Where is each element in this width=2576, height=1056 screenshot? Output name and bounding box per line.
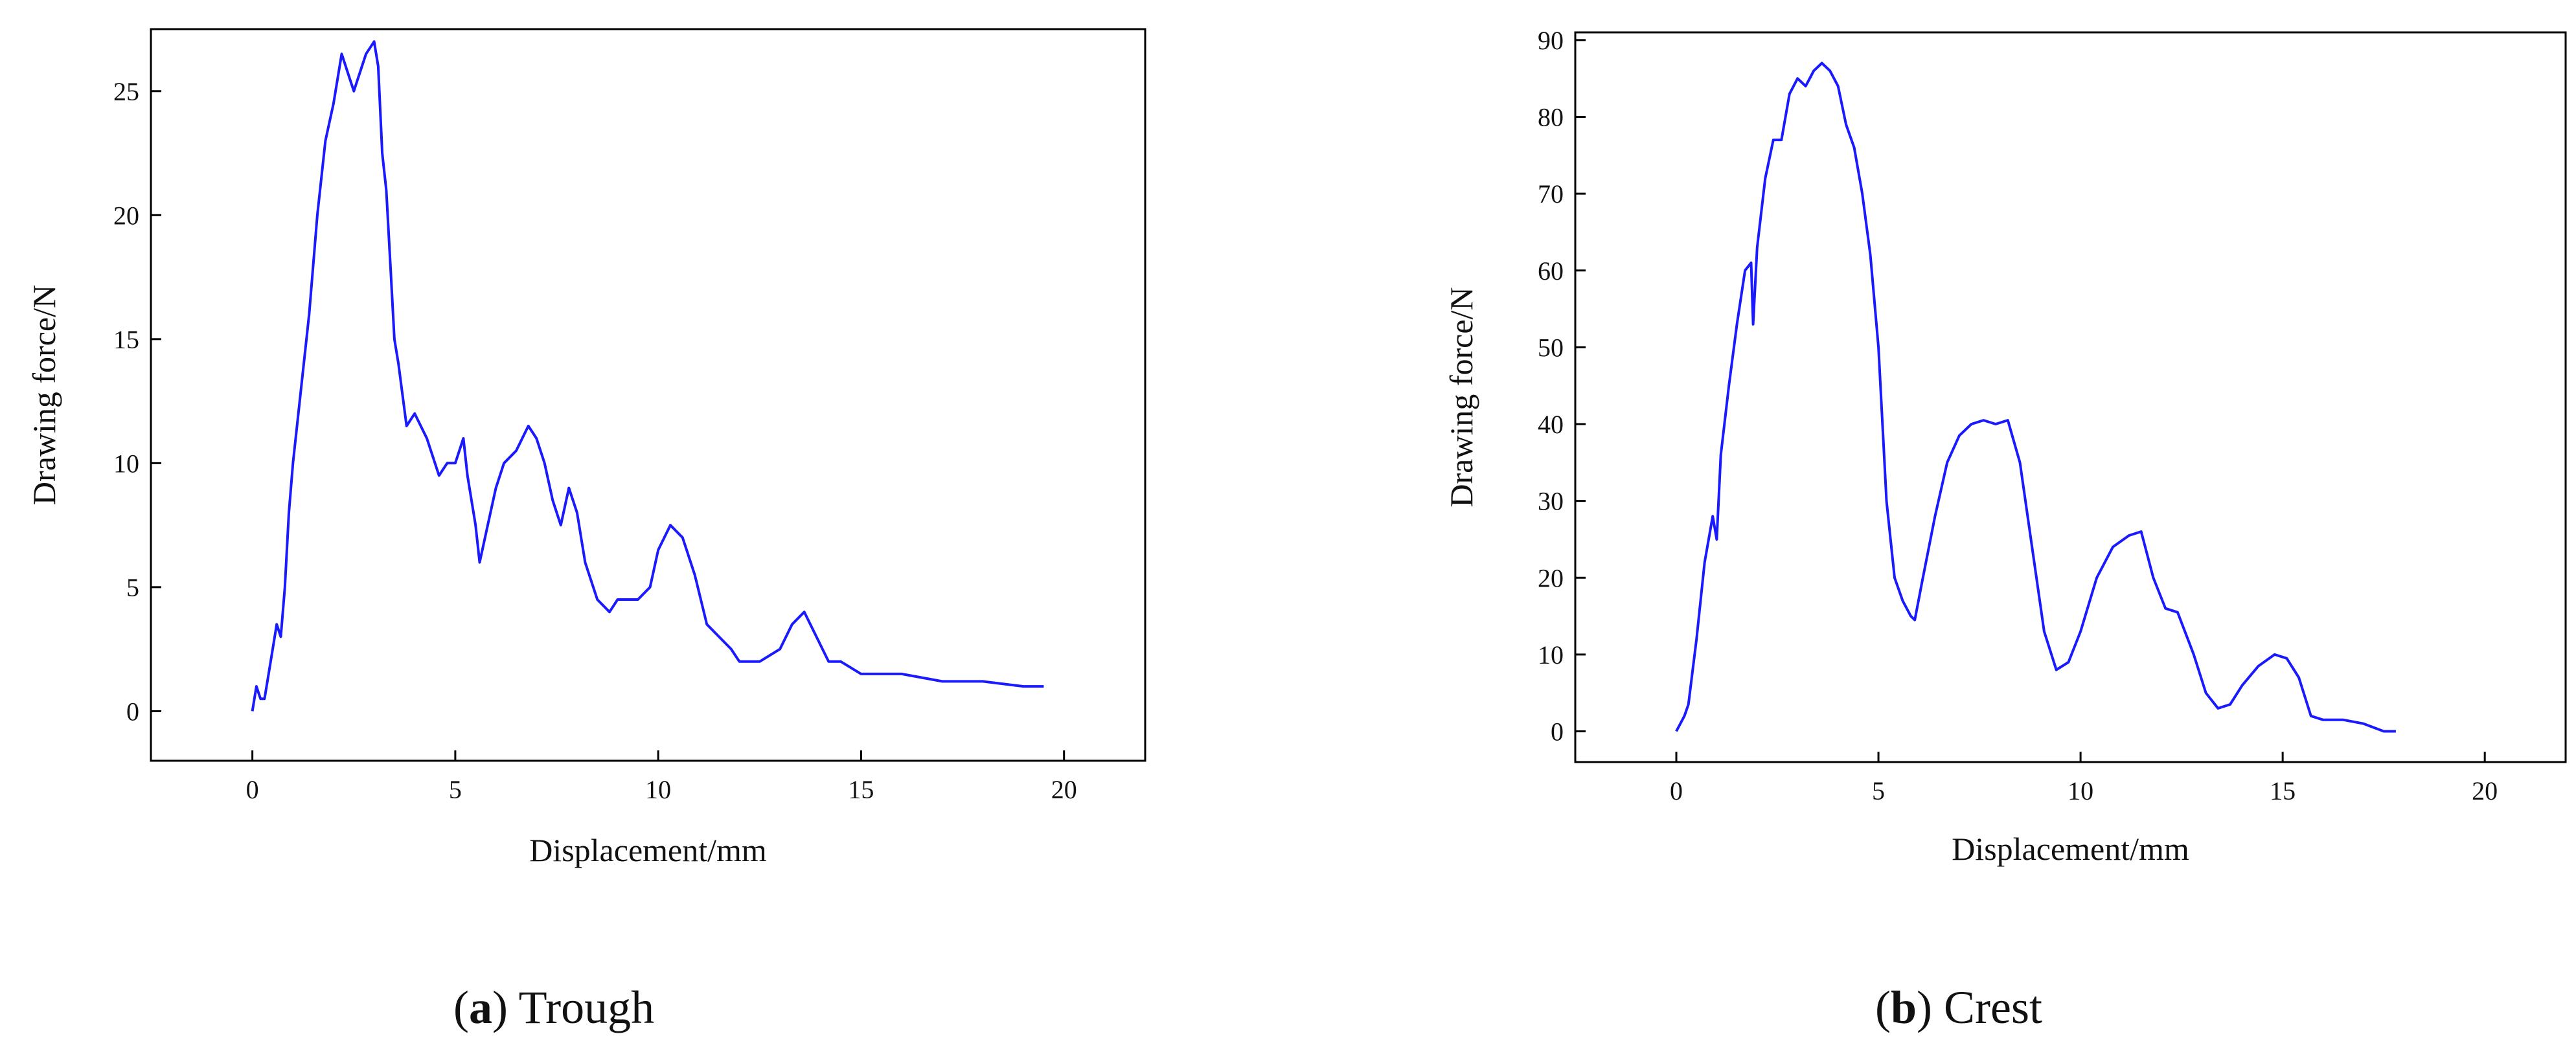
y-tick-label: 90 [1538, 26, 1564, 55]
y-tick-label: 20 [113, 201, 139, 230]
chart-crest: 0 5 10 15 20 0 10 20 30 40 50 60 70 80 90 Displacement/… [1443, 26, 2567, 867]
y-tick-label: 70 [1538, 179, 1564, 208]
y-axis-label: Drawing force/N [1443, 287, 1479, 507]
x-axis-label: Displacement/mm [529, 832, 767, 868]
chart-trough: 0 5 10 15 20 0 5 10 15 20 25 Displacement/mm Drawing… [26, 28, 1146, 868]
x-tick-label: 20 [1051, 775, 1077, 804]
y-tick-label: 15 [113, 325, 139, 354]
y-tick-label: 40 [1538, 410, 1564, 439]
caption-b: (b) Crest [1875, 982, 2042, 1033]
x-tick-label: 20 [2472, 776, 2498, 805]
y-axis-label: Drawing force/N [26, 285, 62, 505]
x-tick-label: 10 [645, 775, 671, 804]
y-tick-label: 10 [113, 449, 139, 478]
y-tick-label: 60 [1538, 256, 1564, 286]
y-tick-label: 10 [1538, 640, 1564, 669]
x-tick-label: 0 [1670, 776, 1683, 805]
series-line [251, 40, 1044, 712]
y-tick-label: 30 [1538, 487, 1564, 516]
x-tick-label: 15 [848, 775, 874, 804]
y-tick-label: 0 [126, 697, 139, 726]
series-line [1675, 62, 2396, 733]
x-tick-label: 5 [1872, 776, 1885, 805]
y-tick-label: 0 [1551, 717, 1564, 747]
x-tick-label: 15 [2270, 776, 2296, 805]
x-tick-label: 10 [2068, 776, 2093, 805]
y-tick-label: 20 [1538, 563, 1564, 592]
x-axis-label: Displacement/mm [1952, 831, 2189, 867]
y-tick-label: 25 [113, 77, 139, 106]
y-tick-label: 50 [1538, 333, 1564, 362]
x-tick-label: 0 [246, 775, 259, 804]
x-tick-label: 5 [449, 775, 462, 804]
caption-a: (a) Trough [453, 982, 655, 1033]
y-tick-label: 80 [1538, 102, 1564, 131]
y-tick-label: 5 [126, 573, 139, 602]
plot-frame [150, 28, 1146, 762]
plot-frame [1574, 31, 2567, 763]
